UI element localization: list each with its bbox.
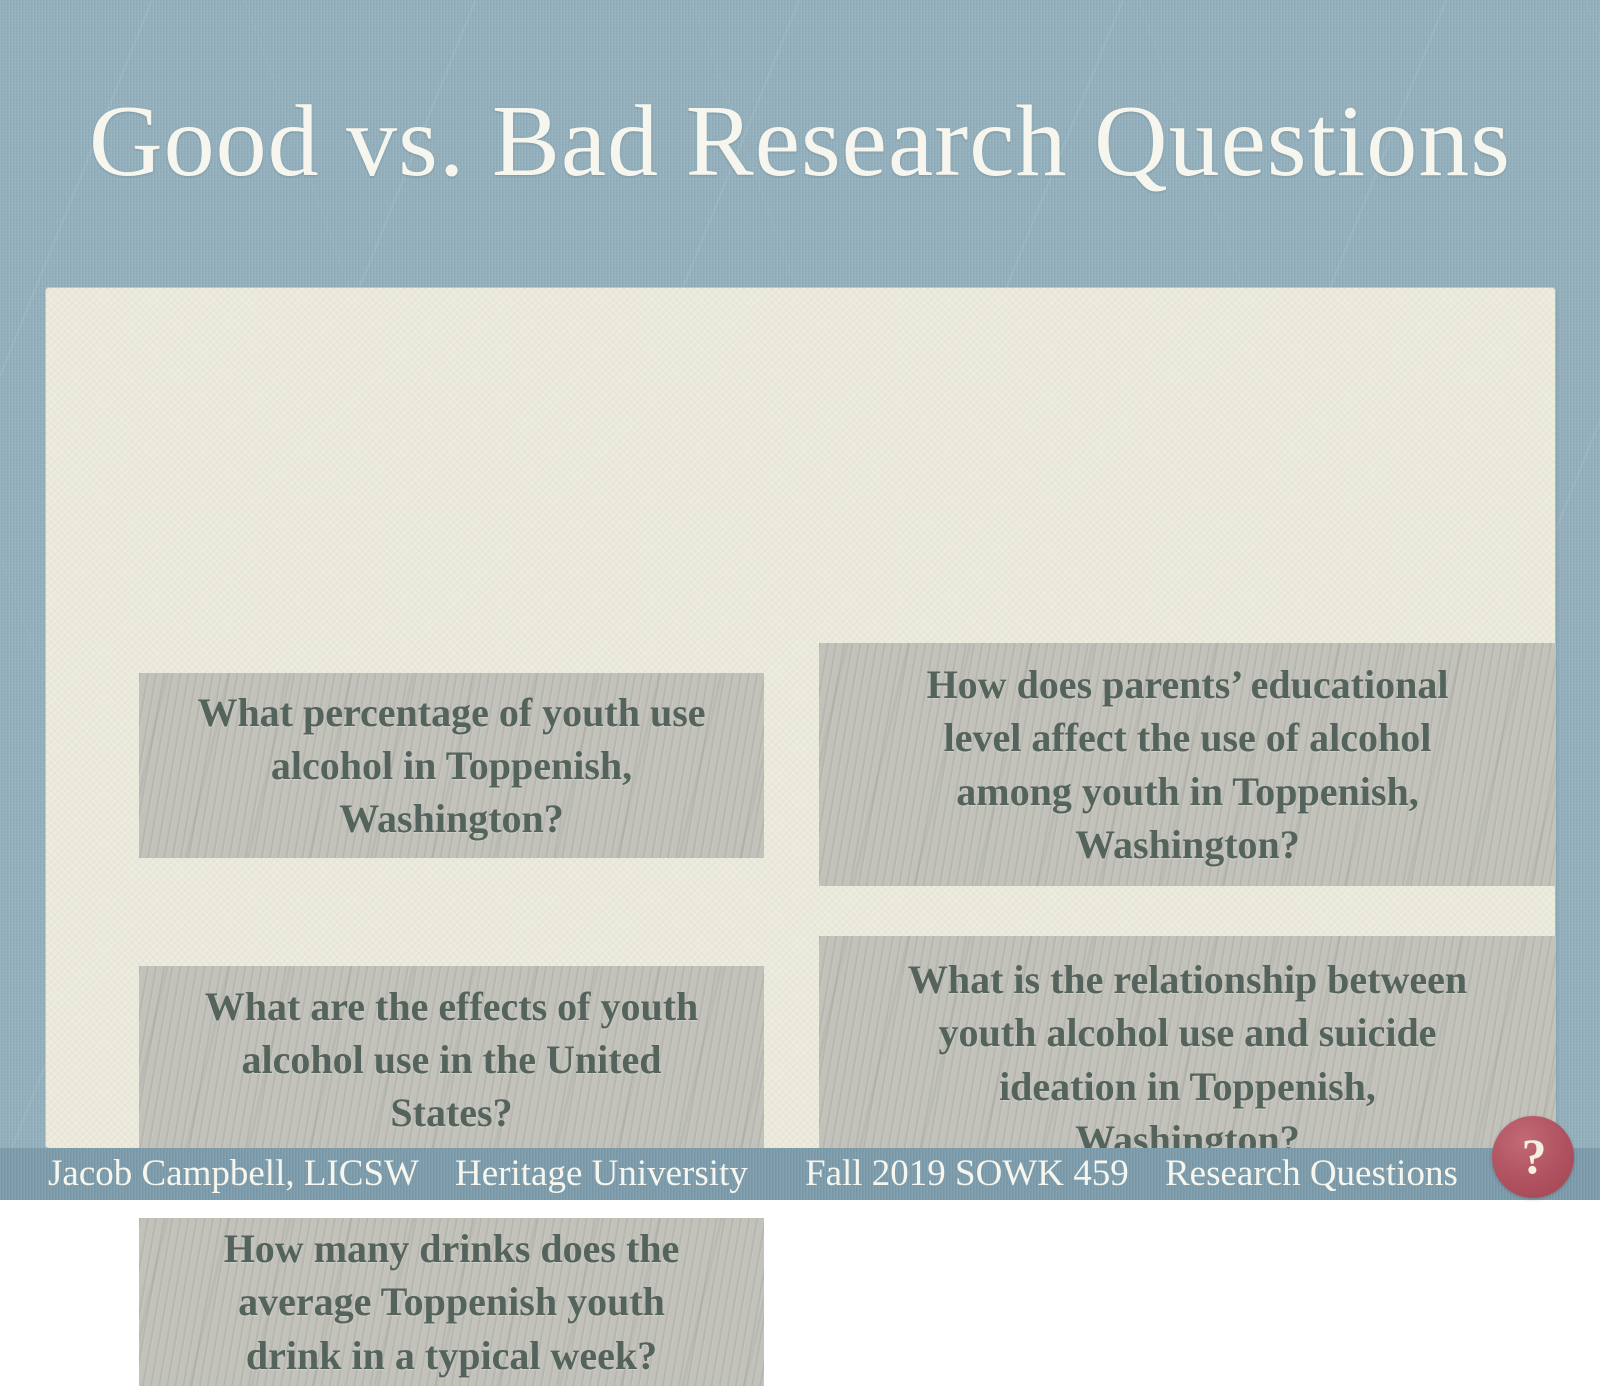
question-mark-badge: ?: [1492, 1116, 1574, 1198]
question-text: What are the effects of youth alcohol us…: [204, 983, 699, 1136]
question-box-good-1: What percentage of youth use alcohol in …: [139, 673, 764, 858]
question-text: What is the relationship between youth a…: [907, 957, 1468, 1162]
footer-institution: Heritage University: [455, 1153, 748, 1194]
question-mark-icon: ?: [1521, 1128, 1547, 1184]
question-box-bad-1: What are the effects of youth alcohol us…: [139, 966, 764, 1153]
footer-author: Jacob Campbell, LICSW: [48, 1153, 419, 1194]
content-panel: What percentage of youth use alcohol in …: [46, 288, 1556, 1386]
question-box-bad-2: How many drinks does the average Toppeni…: [139, 1218, 764, 1386]
footer-course: Fall 2019 SOWK 459: [805, 1153, 1129, 1194]
footer-topic: Research Questions: [1165, 1153, 1458, 1194]
slide-title: Good vs. Bad Research Questions: [89, 85, 1511, 198]
question-box-good-3: What is the relationship between youth a…: [819, 936, 1556, 1183]
question-text: How does parents’ educational level affe…: [926, 662, 1449, 867]
question-text: What percentage of youth use alcohol in …: [197, 689, 706, 842]
footer-bar: Jacob Campbell, LICSW Heritage Universit…: [0, 1148, 1600, 1200]
question-box-good-2: How does parents’ educational level affe…: [819, 643, 1556, 886]
question-text: How many drinks does the average Toppeni…: [223, 1226, 680, 1378]
